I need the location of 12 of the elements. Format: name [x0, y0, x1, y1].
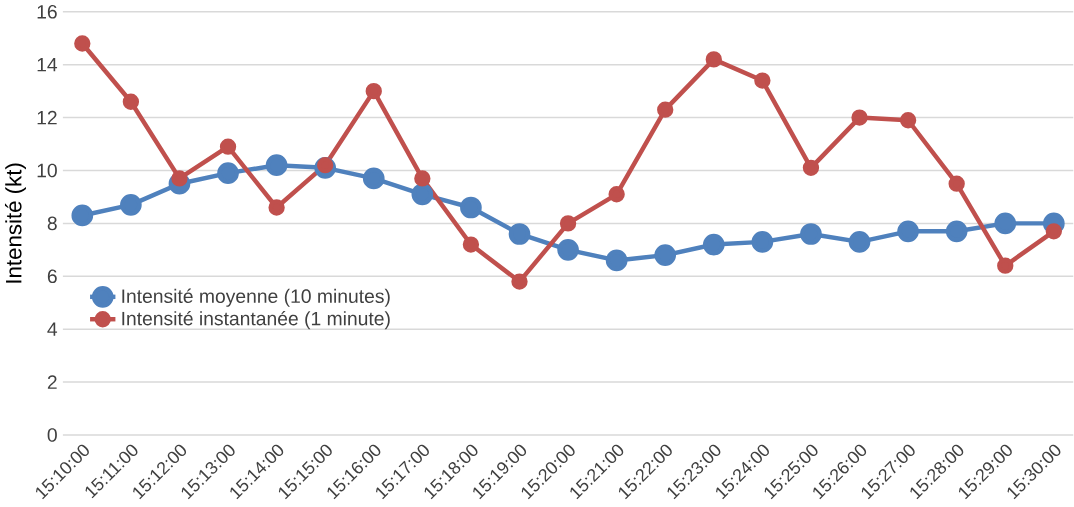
y-tick-label: 12	[37, 110, 57, 125]
y-tick-label: 10	[37, 163, 57, 178]
y-tick-label: 2	[47, 375, 57, 389]
y-tick-label: 14	[37, 57, 58, 72]
legend-label: Intensité moyenne (10 minutes)	[122, 288, 390, 307]
y-tick-label: 8	[47, 216, 57, 231]
legend-label: Intensité instantanée (1 minute)	[122, 310, 390, 330]
y-tick-label: 0	[47, 427, 57, 442]
y-axis-title: Intensité (kt)	[4, 163, 26, 283]
y-tick-label: 4	[47, 322, 58, 336]
y-tick-label: 6	[47, 269, 57, 283]
y-tick-label: 16	[37, 4, 57, 19]
